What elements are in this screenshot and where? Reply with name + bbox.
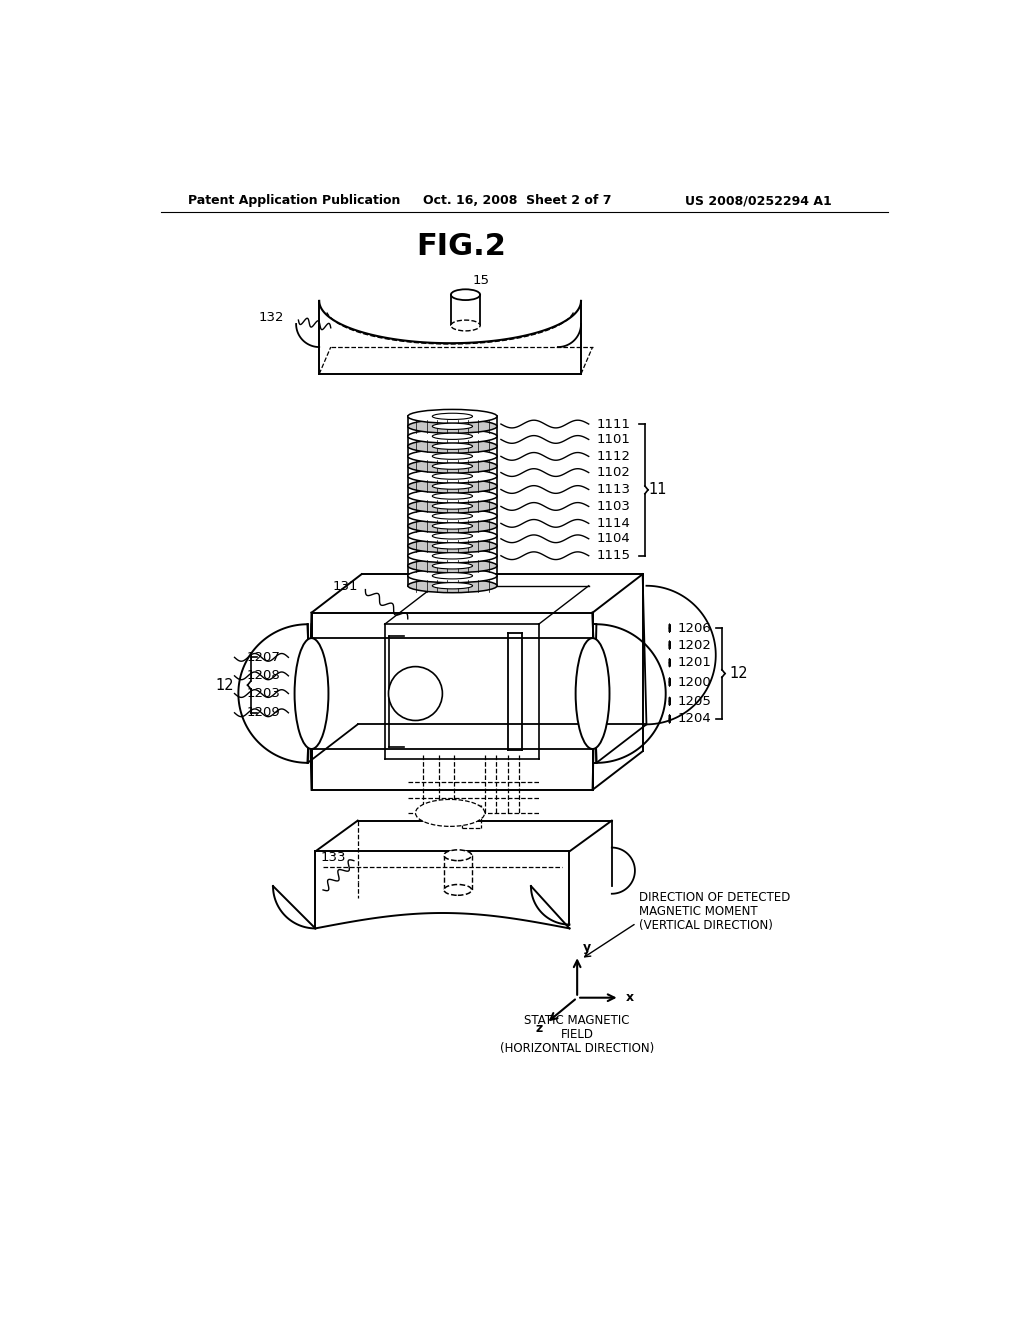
Text: 1102: 1102 xyxy=(596,466,631,479)
Ellipse shape xyxy=(408,569,497,582)
Text: 1101: 1101 xyxy=(596,433,631,446)
Ellipse shape xyxy=(408,499,497,513)
Text: (HORIZONTAL DIRECTION): (HORIZONTAL DIRECTION) xyxy=(500,1041,654,1055)
Text: z: z xyxy=(535,1022,543,1035)
Ellipse shape xyxy=(408,558,497,573)
Text: US 2008/0252294 A1: US 2008/0252294 A1 xyxy=(685,194,831,207)
Ellipse shape xyxy=(408,519,497,533)
Ellipse shape xyxy=(451,289,480,300)
Text: 1206: 1206 xyxy=(677,622,711,635)
Ellipse shape xyxy=(432,523,472,529)
Text: STATIC MAGNETIC: STATIC MAGNETIC xyxy=(524,1014,630,1027)
Text: 1205: 1205 xyxy=(677,694,711,708)
Ellipse shape xyxy=(432,453,472,459)
Ellipse shape xyxy=(432,413,472,420)
Ellipse shape xyxy=(432,562,472,569)
Text: 1104: 1104 xyxy=(596,532,630,545)
Text: 1207: 1207 xyxy=(247,651,281,664)
Text: 133: 133 xyxy=(321,851,346,865)
Text: 1208: 1208 xyxy=(247,669,281,682)
Ellipse shape xyxy=(432,533,472,539)
Ellipse shape xyxy=(408,429,497,444)
Ellipse shape xyxy=(575,638,609,748)
Text: x: x xyxy=(626,991,634,1005)
Ellipse shape xyxy=(408,420,497,433)
Ellipse shape xyxy=(432,553,472,558)
Ellipse shape xyxy=(408,449,497,463)
Text: 1203: 1203 xyxy=(247,686,281,700)
Text: MAGNETIC MOMENT: MAGNETIC MOMENT xyxy=(639,906,758,917)
Text: 1115: 1115 xyxy=(596,549,631,562)
Ellipse shape xyxy=(432,513,472,519)
Text: 1111: 1111 xyxy=(596,417,631,430)
Text: 131: 131 xyxy=(332,579,357,593)
Text: Patent Application Publication: Patent Application Publication xyxy=(188,194,400,207)
Text: 1112: 1112 xyxy=(596,450,631,463)
Text: y: y xyxy=(584,941,592,954)
Ellipse shape xyxy=(432,433,472,440)
Text: 1202: 1202 xyxy=(677,639,711,652)
Text: 1114: 1114 xyxy=(596,517,631,529)
Ellipse shape xyxy=(408,409,497,424)
Ellipse shape xyxy=(432,444,472,449)
Ellipse shape xyxy=(432,582,472,589)
Ellipse shape xyxy=(408,529,497,543)
Text: 12: 12 xyxy=(216,677,234,693)
Ellipse shape xyxy=(408,510,497,523)
Ellipse shape xyxy=(432,463,472,470)
Ellipse shape xyxy=(432,543,472,549)
Text: 1201: 1201 xyxy=(677,656,711,669)
Text: FIELD: FIELD xyxy=(561,1028,594,1041)
Text: 12: 12 xyxy=(729,667,749,681)
Text: 1103: 1103 xyxy=(596,500,631,513)
Ellipse shape xyxy=(388,667,442,721)
Text: 1209: 1209 xyxy=(247,706,281,719)
Ellipse shape xyxy=(444,884,472,895)
Ellipse shape xyxy=(432,424,472,429)
Ellipse shape xyxy=(432,573,472,579)
Ellipse shape xyxy=(408,539,497,553)
Text: (VERTICAL DIRECTION): (VERTICAL DIRECTION) xyxy=(639,919,773,932)
Text: 15: 15 xyxy=(472,273,489,286)
Ellipse shape xyxy=(432,473,472,479)
Ellipse shape xyxy=(432,483,472,490)
Ellipse shape xyxy=(408,440,497,453)
Ellipse shape xyxy=(408,490,497,503)
Ellipse shape xyxy=(451,321,480,331)
Text: 11: 11 xyxy=(649,482,668,498)
Text: 1204: 1204 xyxy=(677,713,711,726)
Text: 1113: 1113 xyxy=(596,483,631,496)
Ellipse shape xyxy=(408,578,497,593)
Text: FIG.2: FIG.2 xyxy=(417,232,507,261)
Ellipse shape xyxy=(408,479,497,494)
Ellipse shape xyxy=(408,549,497,562)
Ellipse shape xyxy=(444,850,472,861)
Ellipse shape xyxy=(416,800,484,826)
Ellipse shape xyxy=(408,459,497,473)
Text: 132: 132 xyxy=(259,312,285,325)
Ellipse shape xyxy=(432,503,472,510)
Text: DIRECTION OF DETECTED: DIRECTION OF DETECTED xyxy=(639,891,791,904)
Ellipse shape xyxy=(408,469,497,483)
Ellipse shape xyxy=(295,638,329,748)
Ellipse shape xyxy=(432,492,472,499)
Text: 1200: 1200 xyxy=(677,676,711,689)
Text: Oct. 16, 2008  Sheet 2 of 7: Oct. 16, 2008 Sheet 2 of 7 xyxy=(423,194,611,207)
